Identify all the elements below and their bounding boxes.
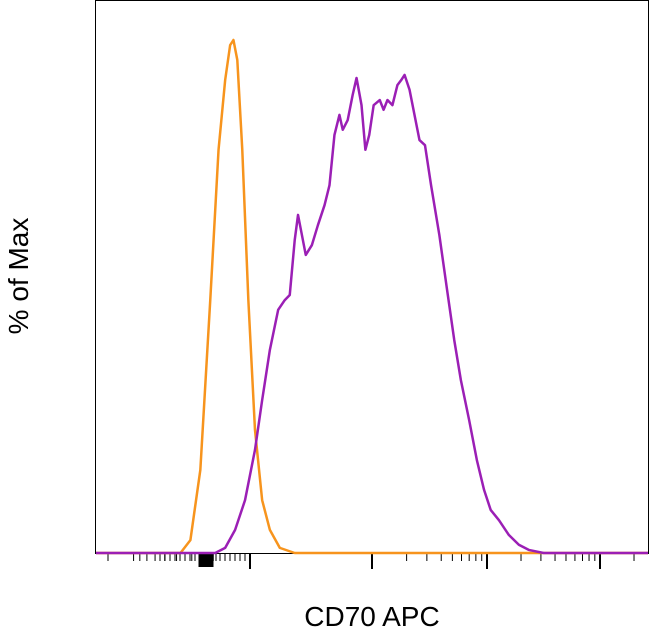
histogram-line: [96, 38, 648, 555]
y-axis-label: % of Max: [3, 218, 34, 335]
plot-frame: [95, 0, 649, 554]
histogram-line: [96, 73, 648, 555]
x-axis-label: CD70 APC: [304, 601, 439, 632]
axis-ticks: [107, 553, 635, 569]
